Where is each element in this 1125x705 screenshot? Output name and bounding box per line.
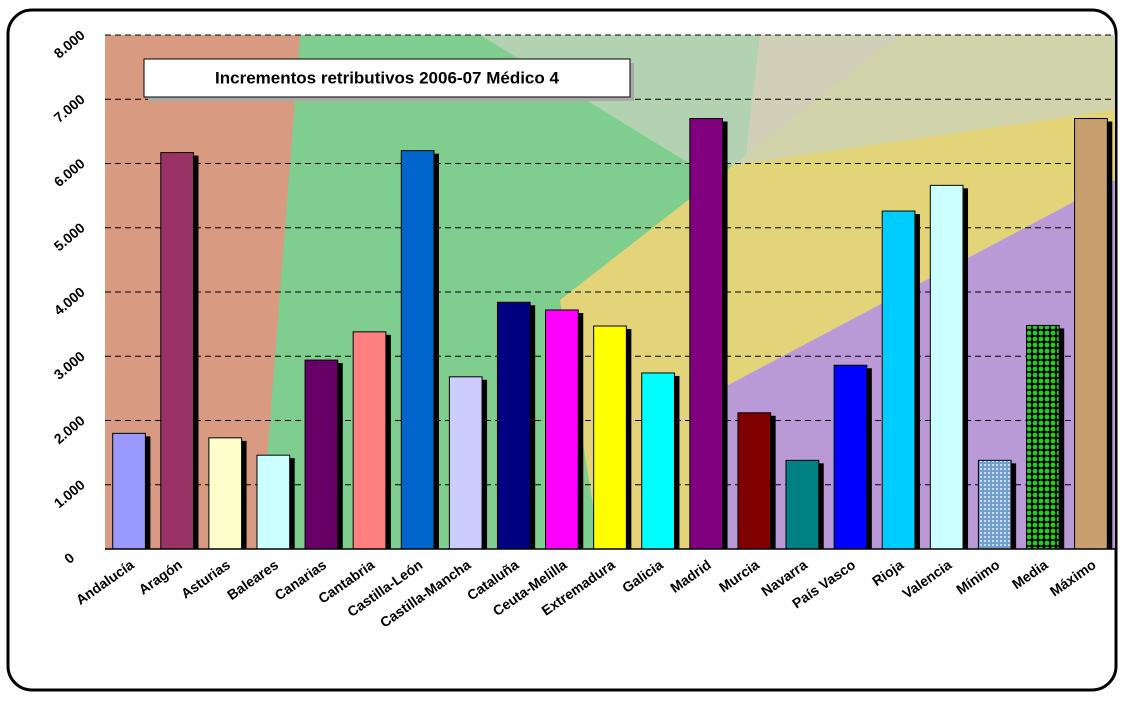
chart: Incrementos retributivos 2006-07 Médico … xyxy=(0,0,1125,700)
bar xyxy=(978,460,1011,549)
bar xyxy=(161,153,194,549)
bar xyxy=(113,433,146,549)
bar xyxy=(353,332,386,549)
bar xyxy=(449,377,482,549)
bar xyxy=(930,185,963,549)
bar xyxy=(546,310,579,549)
bar xyxy=(594,326,627,549)
bar xyxy=(786,460,819,549)
bar xyxy=(305,360,338,549)
bar xyxy=(1027,325,1060,549)
chart-title: Incrementos retributivos 2006-07 Médico … xyxy=(215,68,559,87)
bar xyxy=(257,455,290,549)
bar xyxy=(209,438,242,549)
bar xyxy=(401,151,434,549)
bar xyxy=(882,211,915,549)
bar xyxy=(642,373,675,549)
bar xyxy=(834,365,867,549)
bar xyxy=(690,119,723,549)
bar xyxy=(738,413,771,549)
bar xyxy=(497,302,530,549)
bar xyxy=(1075,119,1108,549)
